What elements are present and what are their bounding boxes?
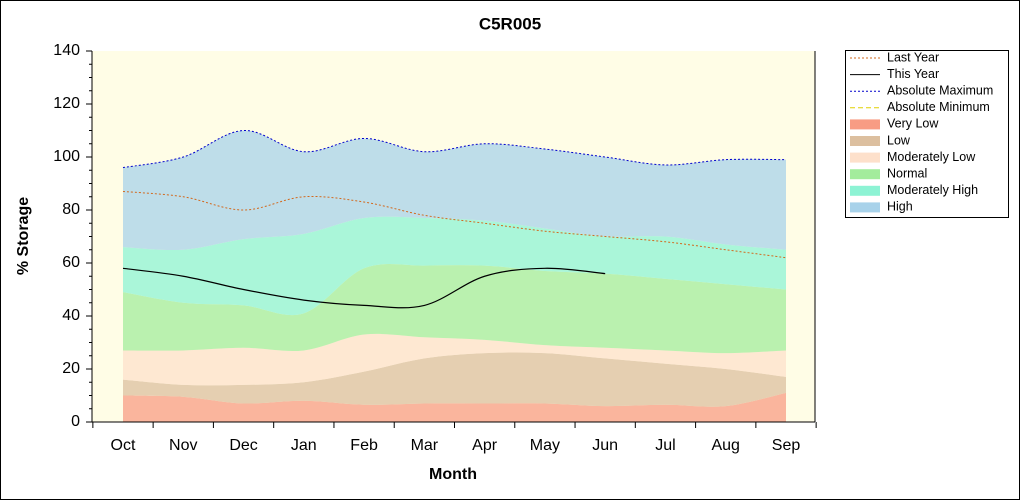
y-tick-label: 140 xyxy=(53,42,80,59)
band xyxy=(123,130,786,251)
y-tick-label: 0 xyxy=(71,413,80,430)
x-tick-label: Sep xyxy=(772,437,801,454)
x-tick-label: Feb xyxy=(350,437,378,454)
y-tick-label: 100 xyxy=(53,148,80,165)
x-tick-label: Aug xyxy=(711,437,739,454)
band xyxy=(123,264,786,354)
legend-label: Last Year xyxy=(887,50,939,64)
y-tick-label: 60 xyxy=(62,254,80,271)
legend-swatch xyxy=(850,185,880,196)
x-tick-label: Oct xyxy=(111,437,136,454)
x-axis-label: Month xyxy=(429,466,477,483)
x-tick-label: May xyxy=(530,437,560,454)
y-tick-label: 40 xyxy=(62,307,80,324)
plot xyxy=(122,129,787,422)
legend-label: Low xyxy=(887,133,911,147)
x-tick-label: Dec xyxy=(229,437,257,454)
x-tick-label: Mar xyxy=(411,437,439,454)
legend-swatch xyxy=(850,119,880,130)
legend-label: Absolute Maximum xyxy=(887,83,993,97)
legend-label: Absolute Minimum xyxy=(887,100,990,114)
x-tick-label: Jan xyxy=(291,437,317,454)
band xyxy=(123,216,786,316)
legend-swatch xyxy=(850,136,880,146)
x-tick-label: Nov xyxy=(169,437,197,454)
x-tick-label: Jul xyxy=(655,437,675,454)
legend-label: This Year xyxy=(887,67,939,81)
legend-label: Normal xyxy=(887,166,927,180)
x-tick-label: Apr xyxy=(472,437,498,454)
y-axis-label: % Storage xyxy=(15,197,32,275)
y-tick-label: 20 xyxy=(62,360,80,377)
band xyxy=(123,392,786,422)
legend-label: Moderately High xyxy=(887,183,978,197)
band xyxy=(123,352,786,407)
y-tick-label: 80 xyxy=(62,201,80,218)
series-line xyxy=(122,129,787,169)
series-line xyxy=(122,267,606,309)
legend-swatch xyxy=(850,202,880,213)
band xyxy=(123,333,786,386)
legend-swatch xyxy=(850,152,880,163)
y-tick-label: 120 xyxy=(53,95,80,112)
legend-label: Very Low xyxy=(887,117,939,131)
legend-label: Moderately Low xyxy=(887,150,976,164)
x-tick-label: Jun xyxy=(592,437,618,454)
legend-swatch xyxy=(850,169,880,180)
series-line xyxy=(122,190,787,259)
chart-title: C5R005 xyxy=(479,14,541,33)
legend-label: High xyxy=(887,200,913,214)
